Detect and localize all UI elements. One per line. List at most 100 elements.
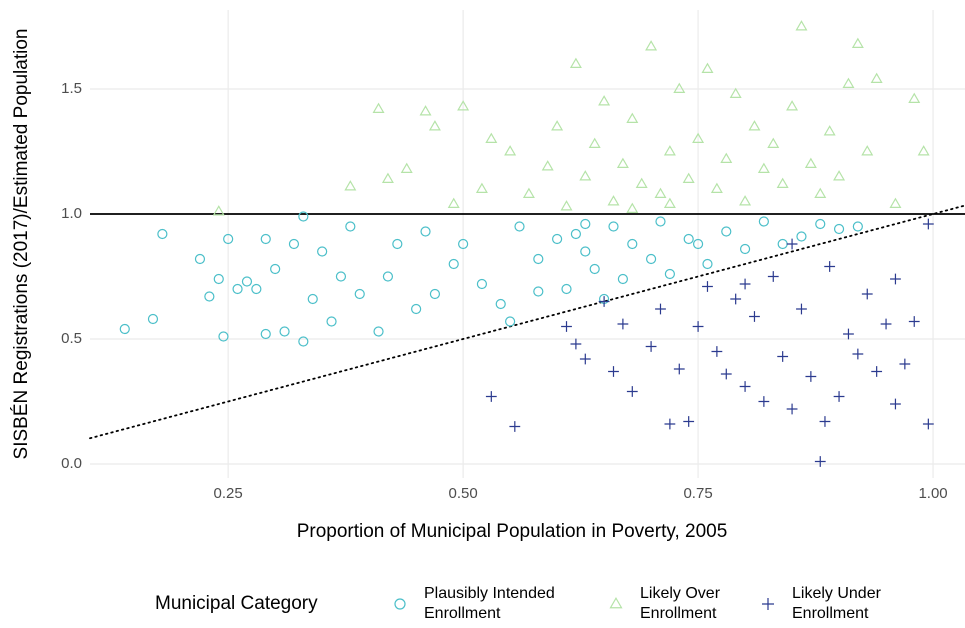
point <box>819 416 831 427</box>
reference-line <box>89 204 965 440</box>
point <box>298 211 309 222</box>
point <box>922 218 934 230</box>
point <box>786 238 798 250</box>
point <box>411 303 422 315</box>
point <box>626 202 639 213</box>
point <box>852 348 864 360</box>
point <box>711 346 723 357</box>
point <box>429 288 441 300</box>
point <box>607 195 620 206</box>
point <box>739 381 751 392</box>
point <box>241 276 253 287</box>
point <box>814 187 827 198</box>
point <box>335 271 347 282</box>
point <box>400 162 413 173</box>
point <box>223 233 234 245</box>
x-tick-label: 0.75 <box>683 485 712 502</box>
point <box>701 62 714 73</box>
point <box>495 298 506 310</box>
point <box>889 197 902 208</box>
point <box>270 263 281 275</box>
legend-symbol <box>609 597 623 609</box>
point <box>861 288 873 300</box>
y-tick-label: 1.0 <box>61 205 82 222</box>
point <box>616 157 629 168</box>
legend-label: Plausibly Intended Enrollment <box>424 585 555 622</box>
point <box>579 170 592 181</box>
point <box>645 40 658 51</box>
point <box>758 216 769 227</box>
point <box>522 187 535 198</box>
point <box>551 120 564 131</box>
point <box>890 273 901 285</box>
point <box>842 77 855 88</box>
point <box>447 197 460 208</box>
point <box>663 197 676 208</box>
point <box>682 172 695 183</box>
point <box>232 283 243 295</box>
point <box>457 100 470 111</box>
point <box>645 253 657 265</box>
point <box>560 200 573 211</box>
point <box>372 102 385 113</box>
point <box>833 170 846 181</box>
point <box>922 418 934 430</box>
point <box>664 418 676 430</box>
point <box>729 87 742 98</box>
point <box>541 160 554 171</box>
point <box>796 231 807 242</box>
point <box>251 283 262 295</box>
point <box>279 326 290 337</box>
point <box>777 351 789 362</box>
point <box>119 323 130 335</box>
point <box>861 145 874 156</box>
point <box>899 358 911 370</box>
point <box>673 363 685 375</box>
point <box>458 238 469 250</box>
point <box>786 403 798 415</box>
point <box>552 233 563 245</box>
x-tick-label: 1.00 <box>918 485 947 502</box>
point <box>382 271 394 282</box>
x-axis-title: Proportion of Municipal Population in Po… <box>297 521 728 542</box>
point <box>805 371 817 382</box>
point <box>739 278 751 290</box>
y-tick-label: 1.5 <box>61 80 82 97</box>
point <box>692 238 704 250</box>
point <box>580 246 591 257</box>
point <box>776 177 789 188</box>
x-tick-label: 0.50 <box>449 485 478 502</box>
point <box>218 331 229 342</box>
point <box>880 318 892 330</box>
point <box>673 82 686 93</box>
y-tick-label: 0.0 <box>61 455 82 472</box>
point <box>485 391 497 402</box>
point <box>702 281 713 292</box>
point <box>833 223 845 235</box>
point <box>448 258 459 270</box>
point <box>505 316 516 327</box>
point <box>767 271 779 282</box>
point <box>833 391 845 402</box>
point <box>692 321 704 332</box>
legend-symbol <box>394 598 406 610</box>
point <box>617 273 628 285</box>
point <box>147 313 159 325</box>
point <box>814 456 826 467</box>
point <box>588 137 601 148</box>
point <box>428 120 441 131</box>
point <box>871 366 883 377</box>
point <box>627 238 638 250</box>
point <box>795 20 808 31</box>
point <box>730 293 742 305</box>
point <box>344 180 357 191</box>
point <box>373 326 384 337</box>
point <box>298 336 309 347</box>
y-tick-label: 0.5 <box>61 330 82 347</box>
point <box>420 226 431 237</box>
point <box>580 218 591 230</box>
point <box>890 398 901 410</box>
point <box>664 268 675 280</box>
